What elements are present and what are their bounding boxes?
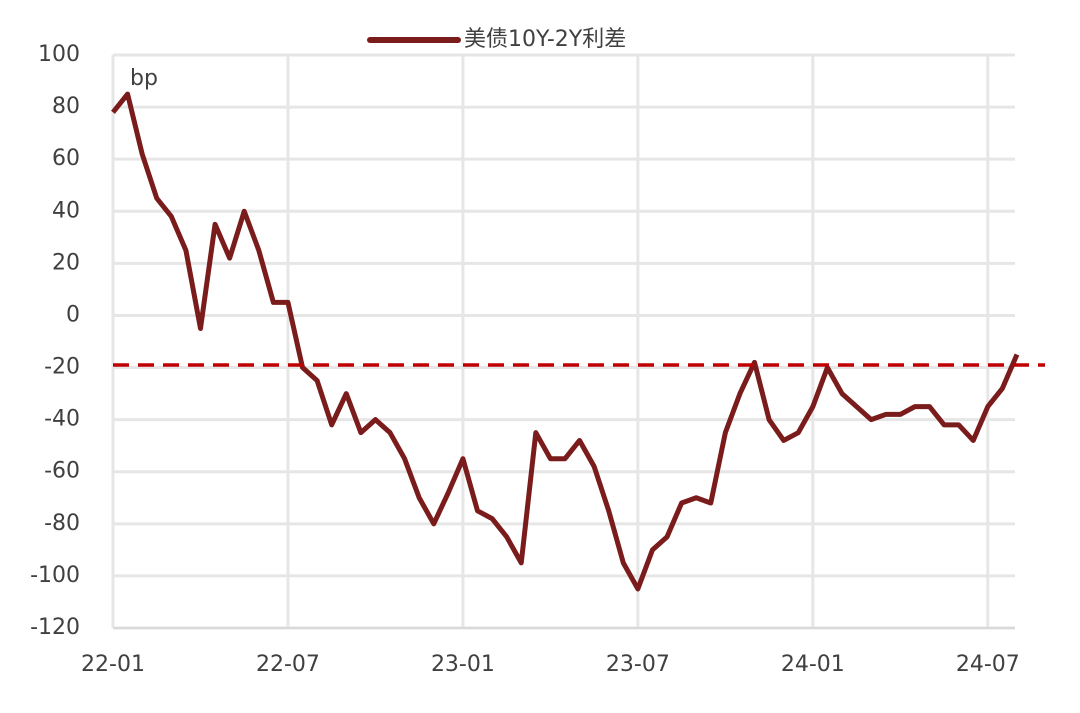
y-tick-label: 60 xyxy=(52,146,80,171)
y-tick-label: 100 xyxy=(38,42,80,67)
y-tick-label: -20 xyxy=(44,355,80,380)
legend-label: 美债10Y-2Y利差 xyxy=(464,27,626,52)
x-tick-label: 22-07 xyxy=(256,652,320,677)
x-tick-label: 23-07 xyxy=(606,652,670,677)
x-tick-label: 23-01 xyxy=(431,652,495,677)
y-tick-label: 0 xyxy=(66,302,80,327)
y-tick-label: 40 xyxy=(52,198,80,223)
x-tick-label: 24-01 xyxy=(781,652,845,677)
y-tick-label: -80 xyxy=(44,511,80,536)
series-line xyxy=(111,91,1020,592)
y-tick-label: 80 xyxy=(52,94,80,119)
unit-annotation: bp xyxy=(130,66,158,91)
x-tick-label: 22-01 xyxy=(81,652,145,677)
y-tick-label: -40 xyxy=(44,407,80,432)
y-tick-label: -60 xyxy=(44,459,80,484)
y-tick-label: -100 xyxy=(30,563,80,588)
y-tick-label: -120 xyxy=(30,615,80,640)
x-tick-label: 24-07 xyxy=(956,652,1020,677)
y-tick-label: 20 xyxy=(52,250,80,275)
